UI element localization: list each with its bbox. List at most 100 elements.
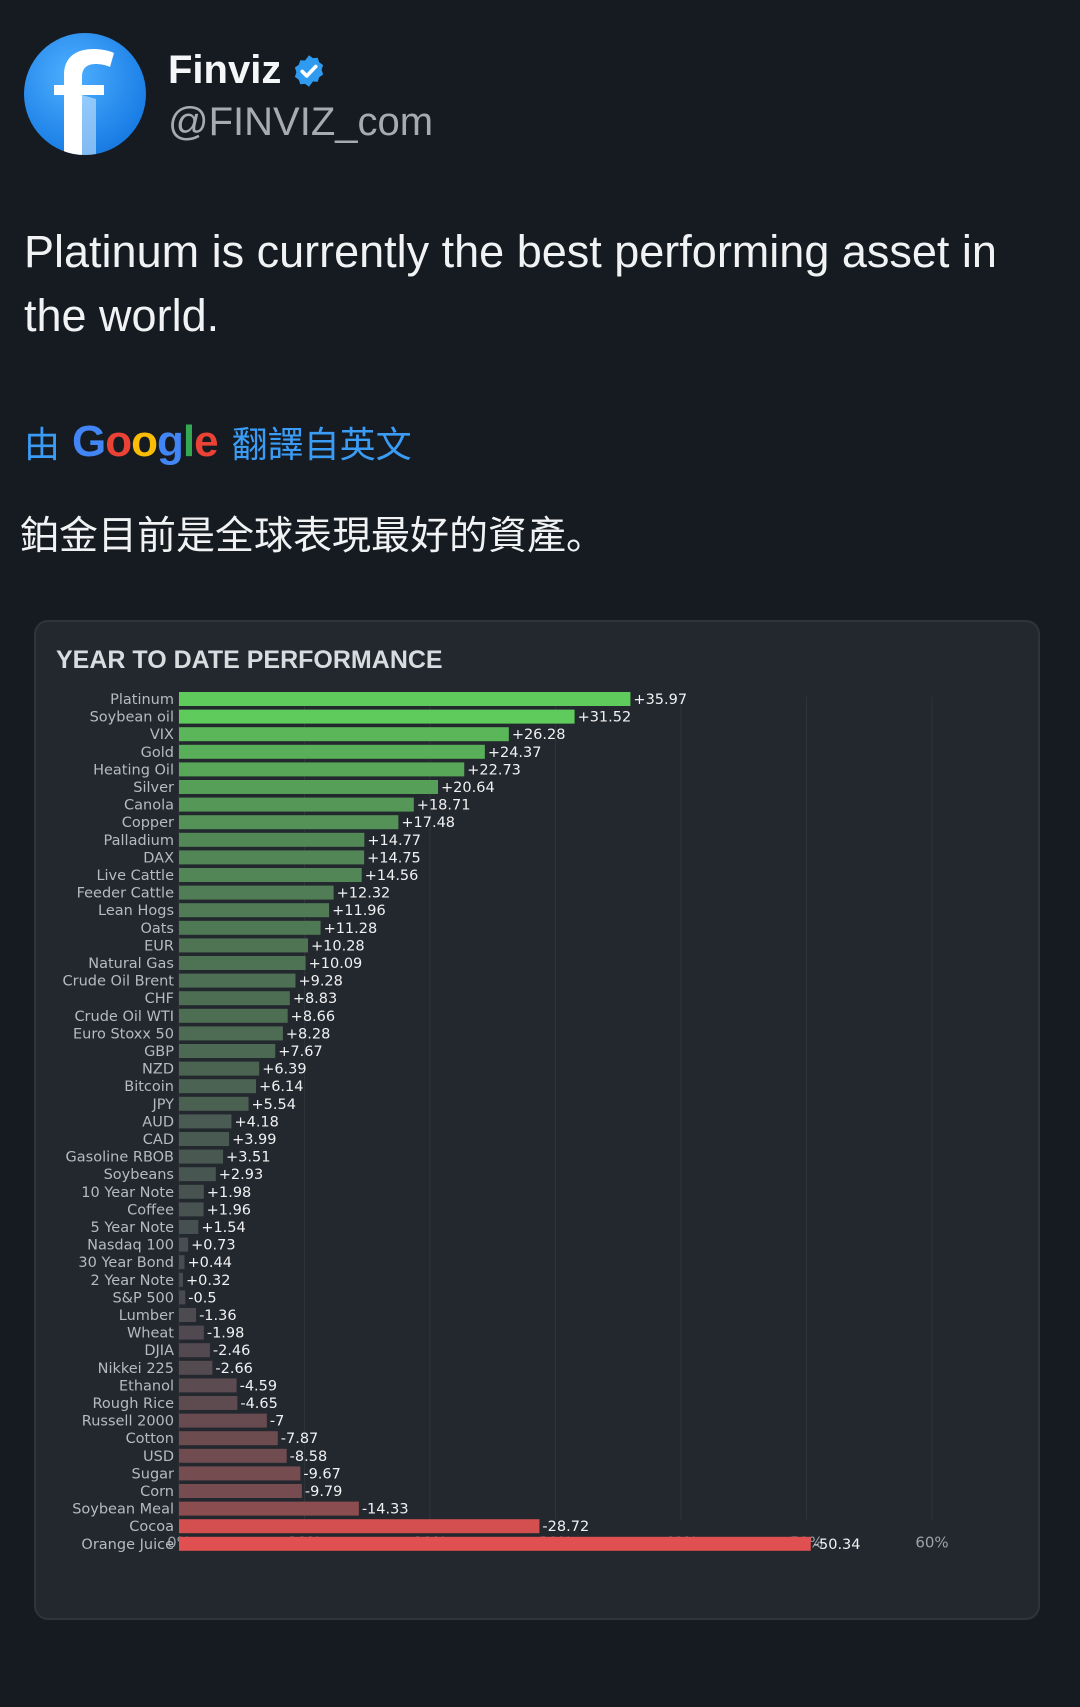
bar	[179, 1167, 216, 1182]
category-label: 10 Year Note	[81, 1185, 174, 1201]
value-label: +4.18	[234, 1114, 278, 1130]
bar	[179, 815, 399, 830]
value-label: +8.66	[291, 1009, 335, 1025]
value-label: -0.5	[188, 1290, 216, 1306]
value-label: +24.37	[488, 745, 542, 761]
category-label: Orange Juice	[81, 1537, 174, 1553]
translation-attribution[interactable]: 由 Google 翻譯自英文	[24, 414, 412, 470]
google-letter: G	[72, 417, 106, 466]
bar	[179, 762, 465, 777]
value-label: +20.64	[441, 780, 495, 796]
translation-source-label: 翻譯自英文	[231, 425, 412, 466]
category-label: Crude Oil Brent	[63, 974, 175, 990]
bar	[179, 1255, 185, 1270]
value-label: +14.75	[367, 850, 421, 866]
category-label: Cocoa	[129, 1519, 174, 1535]
category-label: Russell 2000	[82, 1414, 174, 1430]
category-label: DJIA	[144, 1343, 174, 1359]
category-label: VIX	[150, 727, 174, 743]
bar	[179, 1378, 237, 1393]
bar	[179, 885, 334, 900]
category-label: Oats	[140, 921, 174, 937]
verified-badge-icon	[295, 54, 324, 87]
category-label: Lean Hogs	[98, 903, 174, 919]
value-label: +0.32	[186, 1273, 230, 1289]
value-label: -1.98	[207, 1326, 245, 1342]
category-label: Euro Stoxx 50	[73, 1026, 174, 1042]
category-label: Lumber	[119, 1308, 174, 1324]
author-handle[interactable]: @FINVIZ_com	[168, 99, 434, 144]
bar	[179, 920, 321, 935]
value-label: +3.99	[232, 1132, 276, 1148]
category-label: NZD	[142, 1062, 174, 1078]
category-label: Nikkei 225	[98, 1361, 174, 1377]
bar	[179, 709, 575, 724]
value-label: +35.97	[633, 692, 687, 708]
category-label: Gasoline RBOB	[66, 1150, 174, 1166]
value-label: +3.51	[226, 1150, 270, 1166]
bar	[179, 780, 439, 794]
category-label: Bitcoin	[124, 1079, 174, 1095]
bar	[179, 1202, 204, 1217]
value-label: -4.59	[240, 1378, 278, 1394]
category-label: Rough Rice	[93, 1396, 175, 1412]
bar	[179, 1272, 184, 1287]
bar	[179, 1290, 186, 1305]
bar	[179, 1308, 197, 1322]
value-label: +8.28	[286, 1026, 330, 1042]
google-letter: e	[194, 417, 219, 466]
author-name[interactable]: Finviz	[168, 48, 282, 92]
value-label: +7.67	[278, 1044, 322, 1060]
value-label: -1.36	[199, 1308, 237, 1324]
chart-image[interactable]: YEAR TO DATE PERFORMANCE0%10%20%30%40%50…	[34, 620, 1040, 1620]
bar	[179, 903, 330, 918]
value-label: -4.65	[240, 1396, 278, 1412]
bar	[179, 1149, 224, 1164]
bar	[179, 1132, 230, 1146]
value-label: +0.44	[188, 1255, 232, 1271]
bar	[179, 832, 365, 847]
value-label: +9.28	[298, 974, 342, 990]
tweet-header: Finviz @FINVIZ_com	[24, 32, 433, 156]
bar	[179, 973, 296, 988]
category-label: Soybean Meal	[72, 1502, 174, 1518]
value-label: -14.33	[362, 1502, 409, 1518]
bar	[179, 868, 362, 882]
bar	[179, 1396, 238, 1410]
category-label: Sugar	[132, 1466, 174, 1482]
bar	[179, 1448, 287, 1463]
x-tick-label: 60%	[915, 1533, 948, 1551]
google-letter: l	[182, 417, 195, 466]
category-label: Silver	[133, 780, 174, 796]
bar	[179, 1184, 204, 1199]
value-label: -8.58	[290, 1449, 328, 1465]
category-label: EUR	[144, 938, 174, 954]
avatar[interactable]	[24, 33, 146, 155]
bar	[179, 1008, 288, 1023]
category-label: Corn	[140, 1484, 174, 1500]
category-label: Canola	[124, 798, 174, 814]
translation-prefix: 由	[24, 425, 61, 466]
value-label: +5.54	[252, 1097, 296, 1113]
bar	[179, 1360, 213, 1375]
value-label: +31.52	[578, 710, 632, 726]
value-label: +1.98	[207, 1185, 251, 1201]
translated-text: 鉑金目前是全球表現最好的資產。	[20, 514, 606, 559]
category-label: Coffee	[127, 1202, 174, 1218]
value-label: +11.28	[324, 921, 378, 937]
bar	[179, 744, 485, 759]
value-label: +18.71	[417, 798, 471, 814]
category-label: Heating Oil	[93, 762, 174, 778]
category-label: Feeder Cattle	[77, 886, 174, 902]
bar	[179, 1026, 283, 1041]
bar	[179, 1114, 232, 1129]
google-letter: o	[105, 417, 132, 466]
bar	[179, 850, 365, 865]
bar	[179, 991, 290, 1006]
bar	[179, 1536, 811, 1551]
category-label: Gold	[141, 745, 174, 761]
bar	[179, 1343, 210, 1358]
bar	[179, 1220, 199, 1234]
value-label: -50.34	[814, 1537, 861, 1553]
category-label: Natural Gas	[88, 956, 174, 972]
